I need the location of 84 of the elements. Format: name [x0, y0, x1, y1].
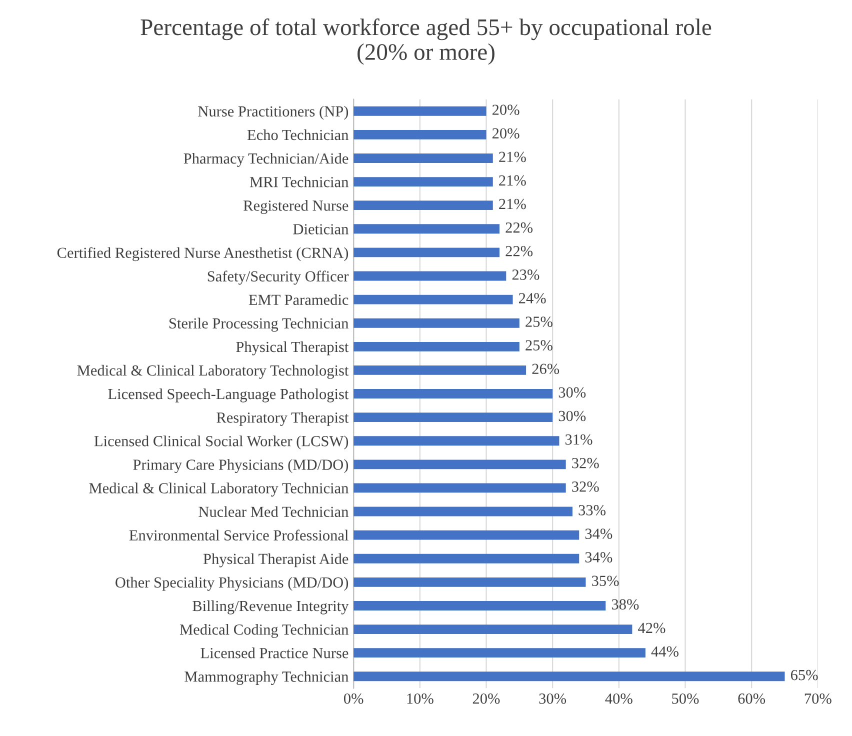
data-label: 22%: [506, 246, 533, 256]
data-label: 38%: [612, 599, 639, 610]
y-tick-label: EMT Paramedic: [248, 294, 348, 306]
data-label: 21%: [499, 152, 526, 162]
bar: [354, 554, 580, 564]
data-label: 20%: [492, 128, 520, 139]
data-label: 34%: [585, 528, 612, 539]
bar: [354, 177, 493, 186]
y-tick-label: Respiratory Therapist: [216, 412, 349, 426]
bar: [354, 294, 513, 304]
x-tick-label: 0%: [344, 693, 364, 704]
y-tick-label: Mammography Technician: [184, 671, 348, 685]
bar: [354, 248, 500, 258]
data-label: 24%: [519, 293, 546, 304]
y-tick-label: Medical & Clinical Laboratory Technician: [89, 482, 348, 497]
y-tick-label: Nuclear Med Technician: [198, 506, 348, 517]
bar: [354, 483, 566, 493]
data-label: 44%: [651, 646, 678, 657]
bar: [354, 389, 553, 398]
bar: [354, 506, 572, 516]
bar: [354, 601, 606, 610]
data-label: 32%: [572, 458, 599, 468]
bar: [354, 460, 566, 470]
data-label: 20%: [492, 104, 520, 116]
data-label: 21%: [499, 175, 526, 186]
data-label: 26%: [532, 364, 560, 374]
y-tick-label: Sterile Processing Technician: [169, 318, 348, 332]
data-label: 23%: [512, 270, 540, 280]
y-tick-label: Licensed Clinical Social Worker (LCSW): [94, 436, 348, 450]
x-tick-label: 50%: [672, 693, 699, 704]
y-tick-label: Dietician: [293, 224, 348, 234]
y-tick-label: Nurse Practitioners (NP): [198, 106, 348, 120]
data-label: 22%: [506, 222, 533, 233]
y-tick-label: Safety/Security Officer: [208, 270, 349, 285]
bar: [354, 200, 493, 210]
y-tick-label: Primary Care Physicians (MD/DO): [133, 459, 348, 474]
bar: [354, 530, 580, 540]
y-tick-label: Other Speciality Physicians (MD/DO): [116, 576, 348, 591]
data-label: 31%: [566, 434, 592, 445]
bar: [354, 366, 526, 375]
y-tick-label: Licensed Practice Nurse: [200, 648, 348, 658]
y-tick-label: Echo Technician: [247, 129, 348, 140]
data-label: 34%: [585, 552, 612, 562]
bar: [354, 318, 520, 328]
y-tick-label: Physical Therapist Aide: [203, 553, 348, 568]
x-tick-label: 40%: [605, 693, 632, 704]
bar: [354, 436, 560, 446]
bar: [354, 672, 785, 682]
x-tick-label: 20%: [472, 693, 500, 704]
y-tick-label: Medical & Clinical Laboratory Technologist: [77, 364, 349, 379]
data-label: 30%: [558, 410, 586, 422]
x-tick-label: 10%: [407, 693, 434, 704]
bar: [354, 154, 493, 163]
chart-title: Percentage of total workforce aged 55+ by occupational role (20% or more): [140, 18, 712, 65]
y-tick-label: Pharmacy Technician/Aide: [184, 152, 348, 167]
y-tick-label: Registered Nurse: [244, 200, 348, 214]
data-label: 25%: [526, 316, 552, 327]
data-label: 35%: [592, 576, 619, 586]
x-tick-label: 60%: [738, 693, 766, 704]
data-label: 32%: [572, 481, 599, 492]
data-label: 30%: [558, 387, 586, 398]
data-label: 21%: [499, 198, 526, 210]
bar: [354, 624, 632, 634]
x-tick-label: 30%: [539, 693, 566, 704]
bar: [354, 106, 486, 116]
data-label: 65%: [790, 670, 818, 680]
bar: [354, 271, 506, 281]
bar: [354, 577, 586, 587]
y-tick-label: Environmental Service Professional: [129, 530, 348, 541]
y-tick-label: Certified Registered Nurse Anesthetist (CRNA): [57, 247, 348, 262]
x-tick-label: 70%: [804, 693, 832, 704]
y-tick-label: Billing/Revenue Integrity: [192, 600, 349, 614]
bar: [354, 224, 500, 234]
y-tick-label: Physical Therapist: [236, 341, 349, 356]
bar: [354, 648, 646, 658]
data-label: 42%: [638, 622, 666, 634]
y-tick-label: Licensed Speech-Language Pathologist: [108, 388, 349, 402]
bar: [354, 130, 486, 140]
bar: [354, 342, 520, 352]
y-tick-label: Medical Coding Technician: [180, 624, 348, 638]
bar: [354, 412, 553, 422]
data-label: 33%: [578, 505, 606, 516]
data-label: 25%: [526, 340, 552, 351]
y-tick-label: MRI Technician: [250, 176, 348, 188]
